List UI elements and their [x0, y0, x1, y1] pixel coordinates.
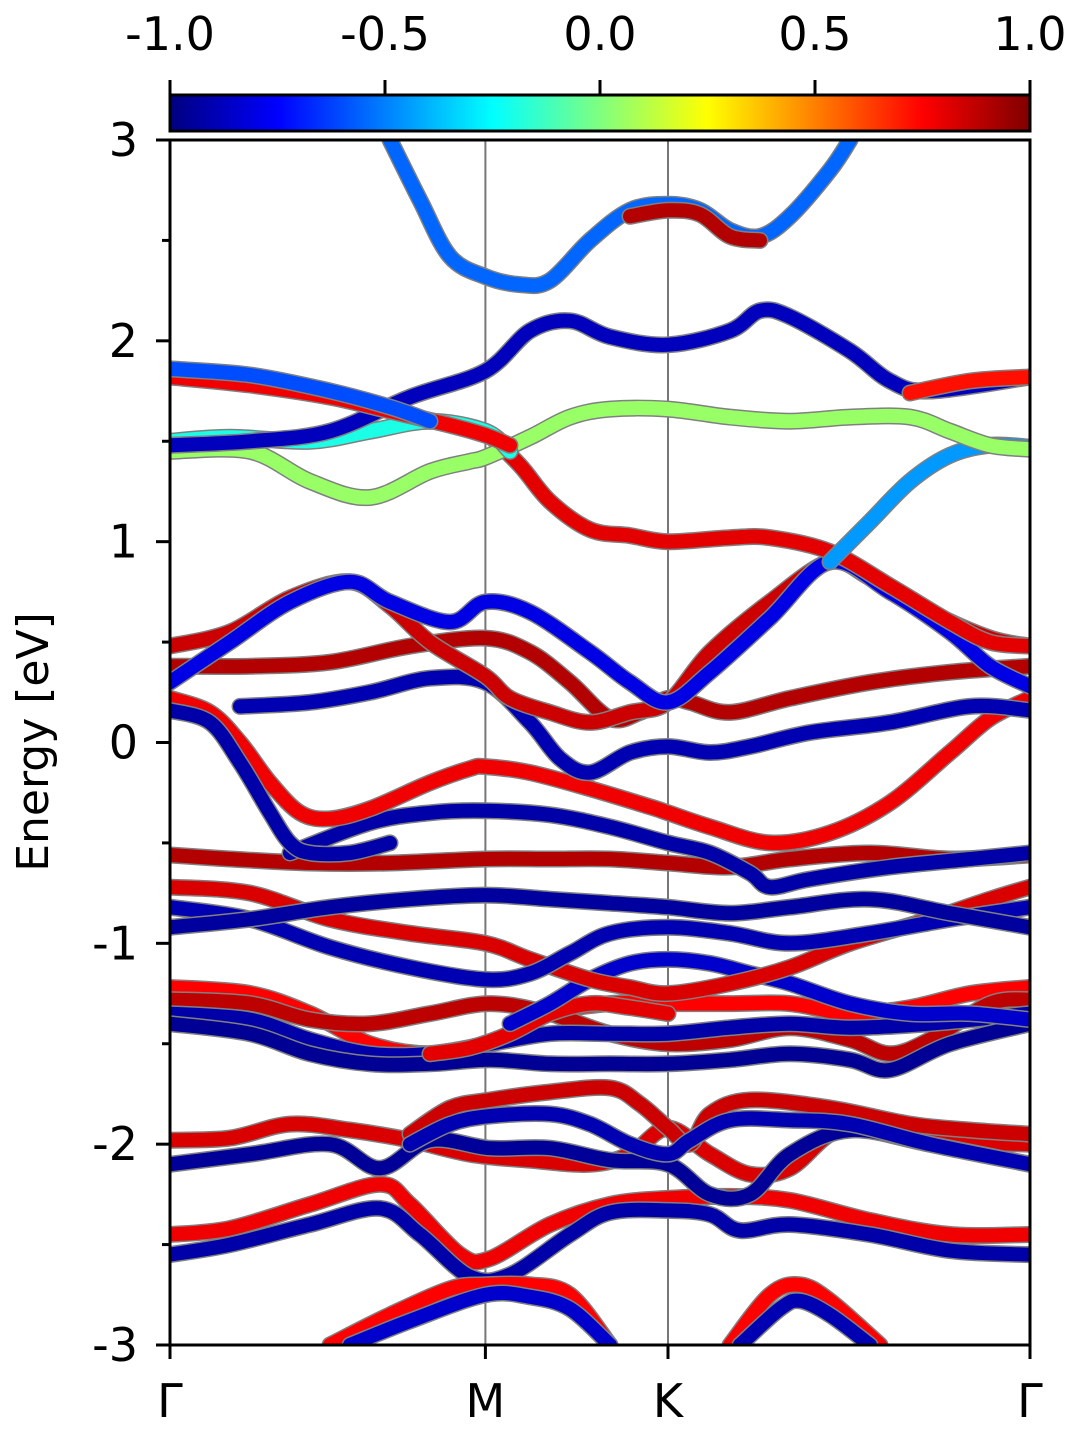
bands — [170, 140, 1030, 1345]
x-tick-label: K — [653, 1374, 685, 1428]
band-line — [733, 1293, 877, 1345]
band-line — [170, 846, 1030, 875]
y-axis-label: Energy [eV] — [8, 612, 59, 872]
band-line — [170, 1177, 1030, 1269]
colorbar: -1.0 -0.5 0.0 0.5 1.0 — [125, 7, 1067, 133]
band-line — [170, 1201, 1030, 1288]
colorbar-tick-label: 0.5 — [778, 7, 851, 61]
x-tick-label: Γ — [1017, 1374, 1043, 1428]
band-line — [343, 1286, 617, 1345]
band-line — [170, 361, 437, 429]
band-line — [170, 1016, 1030, 1078]
band-line — [323, 1276, 617, 1345]
band-line — [233, 669, 1030, 780]
band-line — [383, 140, 857, 293]
colorbar-tick-label: 1.0 — [993, 7, 1066, 61]
band-line — [170, 401, 1030, 505]
band-line — [823, 437, 1030, 569]
y-tick-label: 2 — [109, 314, 138, 368]
x-tick-label: Γ — [157, 1374, 183, 1428]
colorbar-gradient — [168, 93, 1032, 133]
colorbar-tick-label: 0.0 — [563, 7, 636, 61]
band-line — [170, 900, 1030, 987]
x-tick-label: M — [466, 1374, 506, 1428]
y-tick-label: 0 — [109, 716, 138, 770]
y-axis: -3 -2 -1 0 1 2 3 — [92, 113, 170, 1372]
band-line — [903, 370, 1030, 400]
y-tick-label: 1 — [109, 515, 138, 569]
band-line — [478, 424, 1030, 654]
band-line — [170, 888, 1030, 935]
band-line — [423, 996, 675, 1061]
band-line — [283, 803, 1030, 895]
y-tick-label: -2 — [92, 1117, 138, 1171]
band-line — [170, 302, 1030, 453]
y-tick-label: 3 — [109, 113, 138, 167]
band-line — [723, 1277, 887, 1345]
band-line — [170, 691, 1030, 851]
y-tick-label: -1 — [92, 916, 138, 970]
band-line — [623, 203, 767, 248]
y-tick-label: -3 — [92, 1318, 138, 1372]
band-line — [170, 1006, 1030, 1063]
band-line — [403, 1106, 1030, 1172]
colorbar-tick-label: -1.0 — [125, 7, 215, 61]
band-line — [170, 703, 397, 862]
colorbar-tick-label: -0.5 — [340, 7, 430, 61]
colorbar-ticks: -1.0 -0.5 0.0 0.5 1.0 — [125, 7, 1067, 95]
